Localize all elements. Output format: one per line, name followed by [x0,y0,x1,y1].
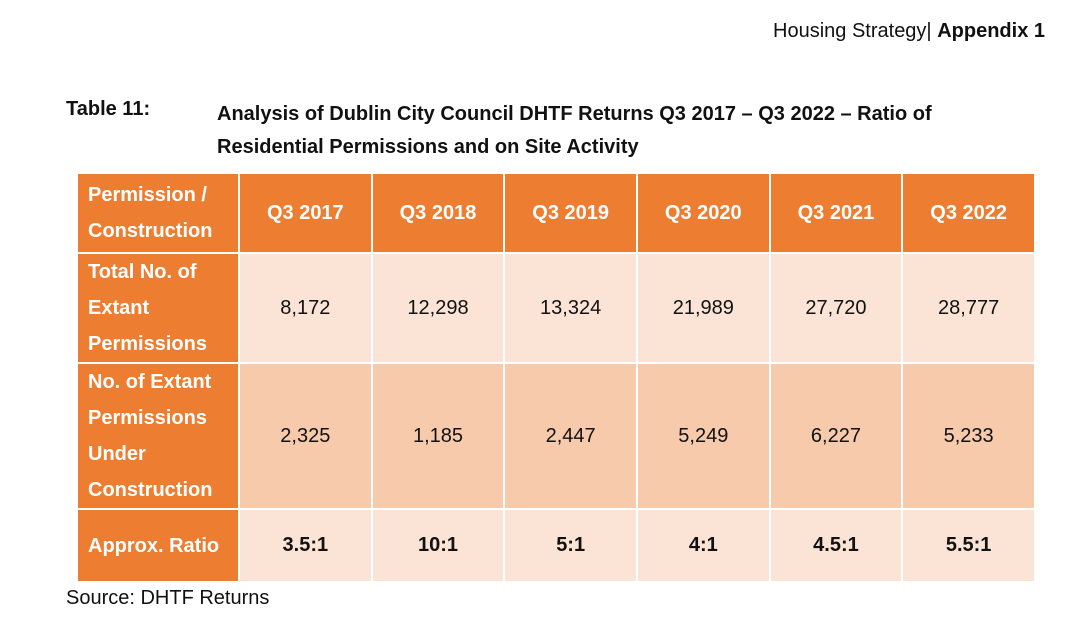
data-table: Permission / Construction Q3 2017 Q3 201… [76,172,1036,583]
table-cell: 5,249 [635,362,771,510]
row-header: Approx. Ratio [76,508,240,583]
corner-header: Permission / Construction [76,172,240,254]
row-header: Total No. of Extant Permissions [76,252,240,364]
table-row: No. of Extant Permissions Under Construc… [76,362,1036,510]
table-cell: 8,172 [238,252,373,364]
table-row: Total No. of Extant Permissions 8,172 12… [76,252,1036,364]
table-cell: 2,325 [238,362,373,510]
table-header-row: Permission / Construction Q3 2017 Q3 201… [76,172,1036,254]
table-cell: 2,447 [503,362,638,510]
table-cell: 27,720 [768,252,904,364]
table-cell: 5.5:1 [901,508,1036,583]
column-header: Q3 2017 [238,172,373,254]
table-cell: 4:1 [635,508,771,583]
table-cell: 28,777 [901,252,1036,364]
doc-title: Housing Strategy| [773,20,932,42]
table-cell: 21,989 [635,252,771,364]
table-cell: 10:1 [370,508,506,583]
table-label: Table 11: [66,98,151,120]
column-header: Q3 2018 [370,172,506,254]
table-cell: 5,233 [901,362,1036,510]
column-header: Q3 2022 [901,172,1036,254]
row-header: No. of Extant Permissions Under Construc… [76,362,240,510]
table-cell: 12,298 [370,252,506,364]
table-cell: 4.5:1 [768,508,904,583]
table-cell: 13,324 [503,252,638,364]
table-row: Approx. Ratio 3.5:1 10:1 5:1 4:1 4.5:1 5… [76,508,1036,583]
table-cell: 3.5:1 [238,508,373,583]
table-cell: 1,185 [370,362,506,510]
page-header: Housing Strategy| Appendix 1 [773,20,1045,43]
appendix-label: Appendix 1 [937,20,1045,42]
table-caption: Analysis of Dublin City Council DHTF Ret… [217,103,932,158]
column-header: Q3 2021 [768,172,904,254]
column-header: Q3 2020 [635,172,771,254]
table-cell: 6,227 [768,362,904,510]
column-header: Q3 2019 [503,172,638,254]
table-cell: 5:1 [503,508,638,583]
source-note: Source: DHTF Returns [66,587,270,609]
